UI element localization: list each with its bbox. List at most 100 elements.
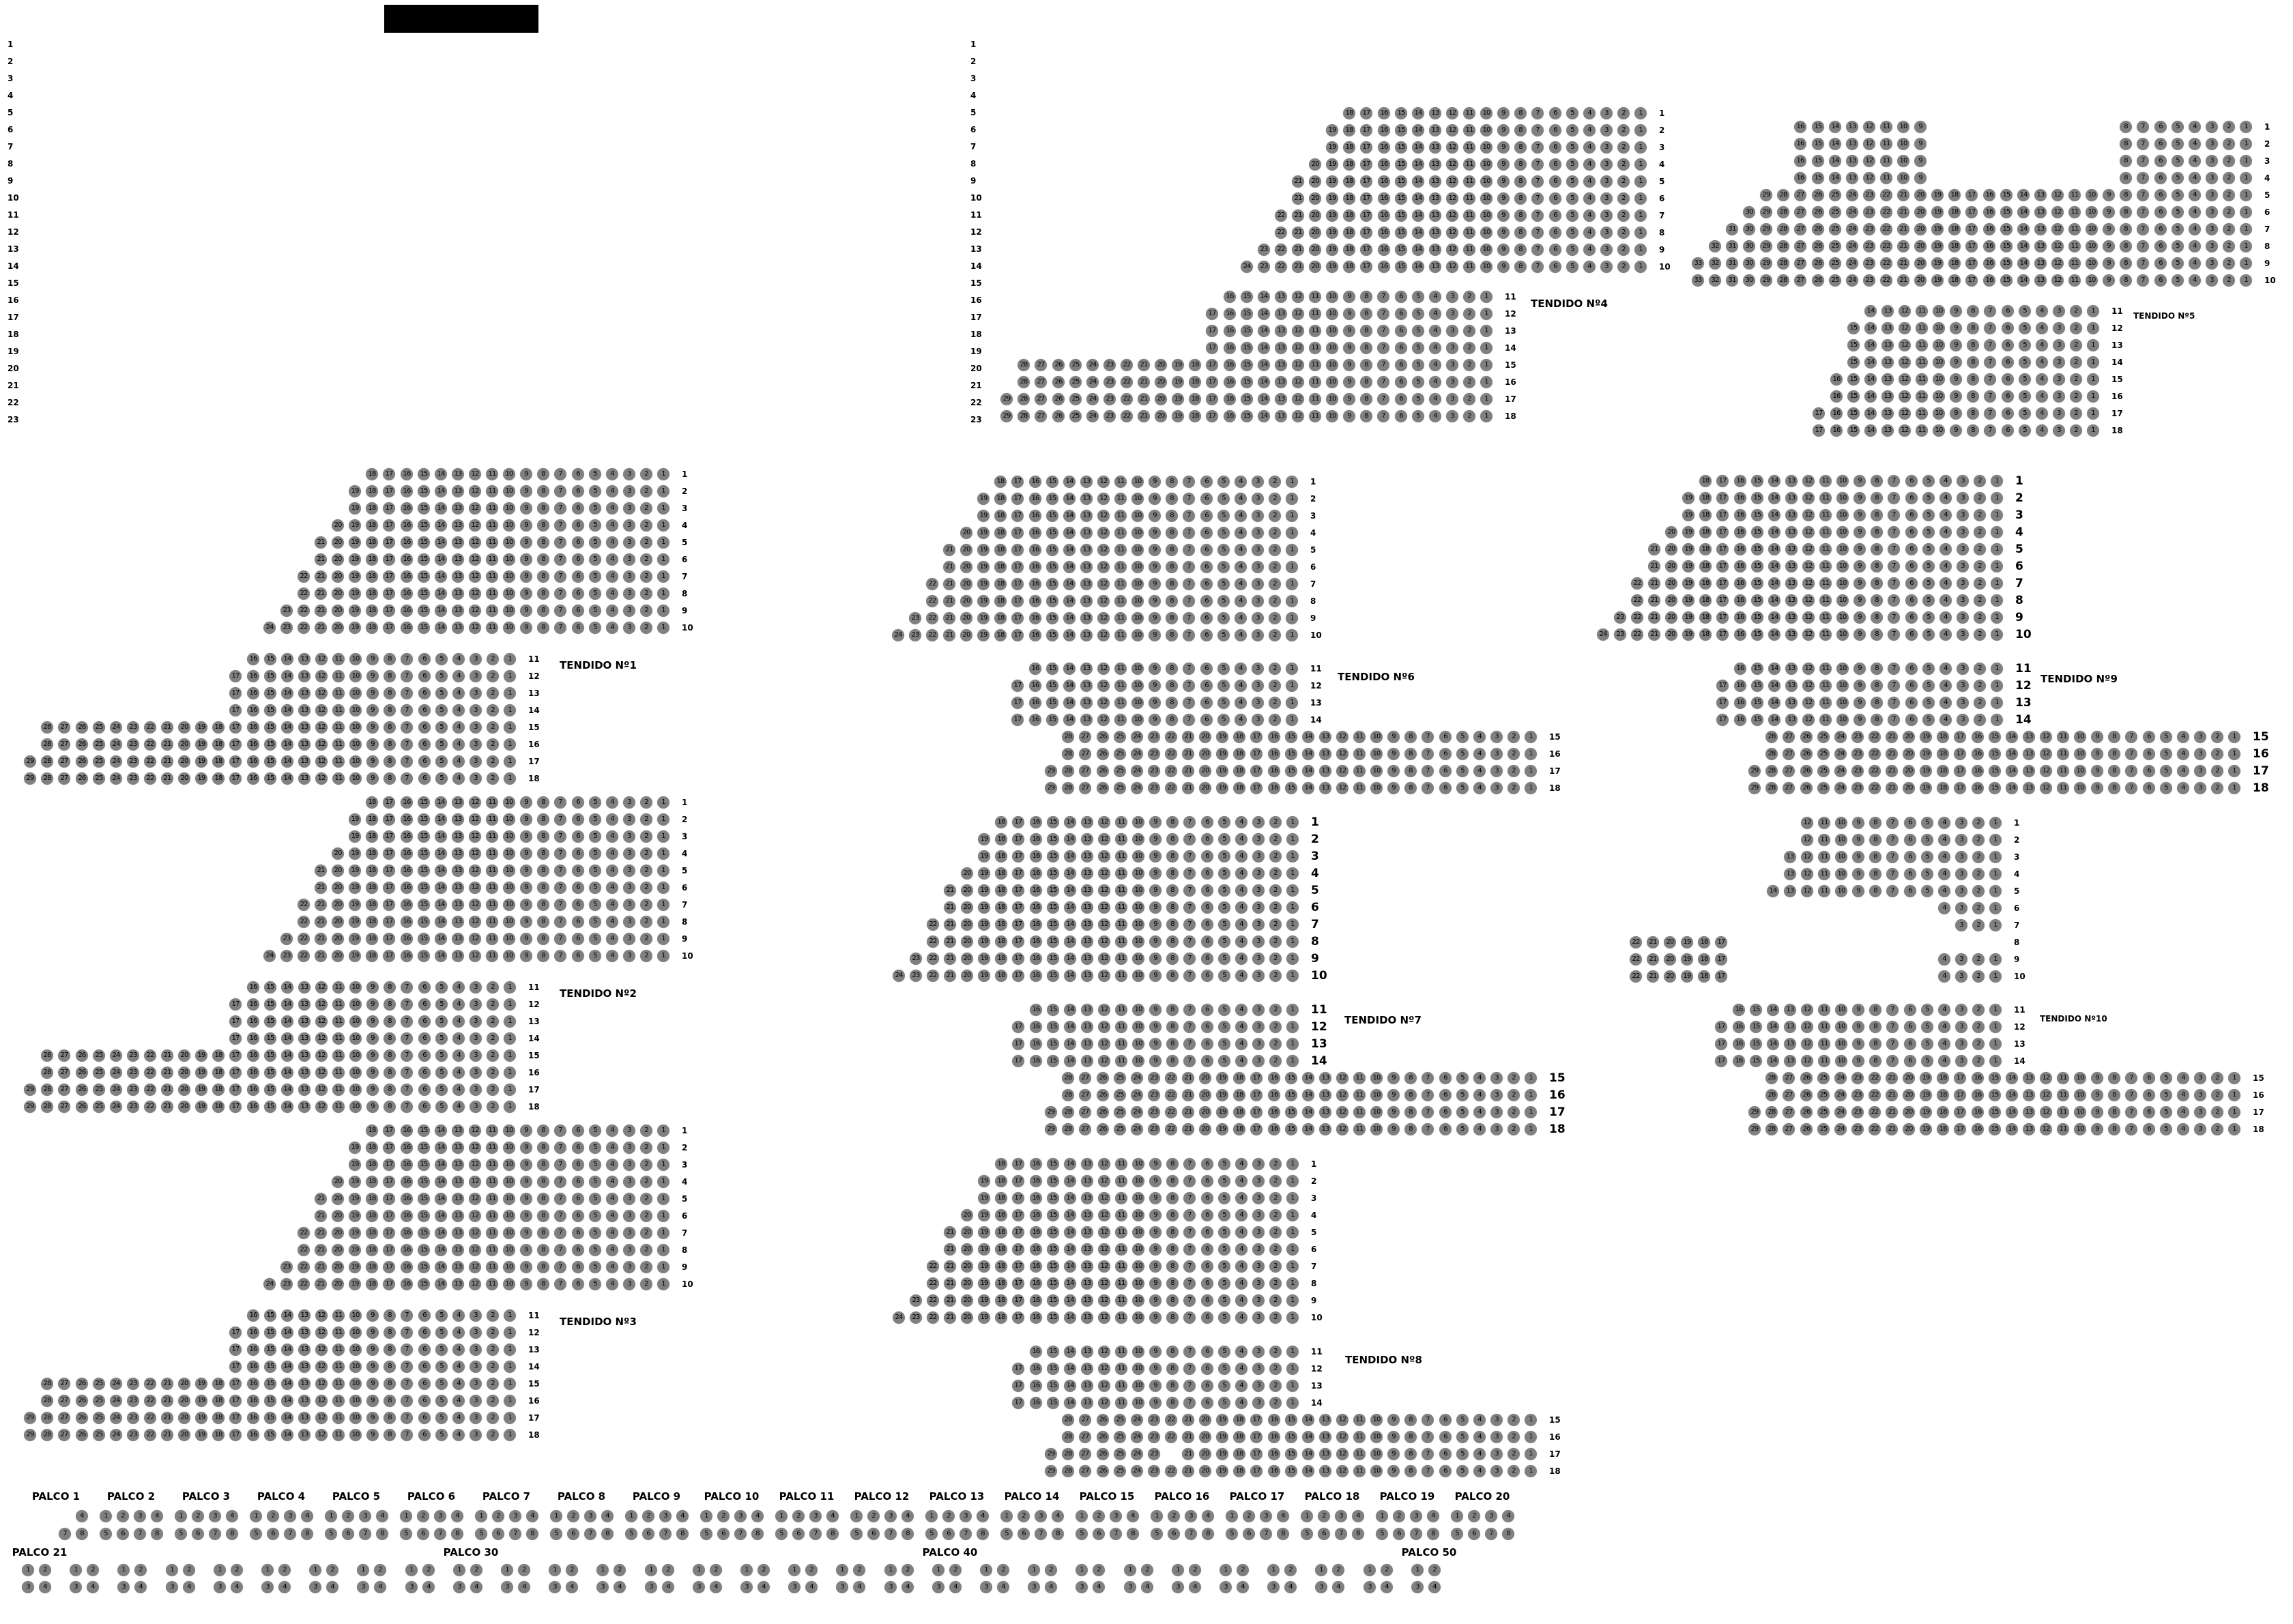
seat[interactable]: 1 <box>657 1210 669 1222</box>
seat[interactable]: 23 <box>1104 376 1116 388</box>
seat[interactable]: 12 <box>315 998 328 1011</box>
seat[interactable]: 4 <box>2189 172 2201 184</box>
palco-seat[interactable]: 3 <box>836 1581 848 1593</box>
palco-seat[interactable]: 4 <box>376 1510 388 1522</box>
seat[interactable]: 10 <box>1131 544 1144 556</box>
seat[interactable]: 4 <box>1938 868 1950 880</box>
seat[interactable]: 8 <box>1871 714 1883 726</box>
seat[interactable]: 13 <box>2034 257 2047 270</box>
seat[interactable]: 12 <box>315 704 328 716</box>
seat[interactable]: 15 <box>1285 748 1297 760</box>
seat[interactable]: 8 <box>1871 594 1883 607</box>
seat[interactable]: 23 <box>1851 1072 1864 1084</box>
seat[interactable]: 17 <box>229 1101 242 1113</box>
seat[interactable]: 19 <box>977 561 990 573</box>
seat[interactable]: 3 <box>623 916 635 928</box>
seat[interactable]: 6 <box>1905 526 1918 538</box>
seat[interactable]: 12 <box>1336 1072 1349 1084</box>
seat[interactable]: 6 <box>572 605 584 617</box>
seat[interactable]: 13 <box>1429 209 1441 222</box>
seat[interactable]: 21 <box>1138 393 1150 405</box>
seat[interactable]: 17 <box>383 899 395 911</box>
seat[interactable]: 2 <box>1972 868 1985 880</box>
seat[interactable]: 12 <box>469 1244 481 1256</box>
seat[interactable]: 4 <box>452 1429 465 1441</box>
seat[interactable]: 16 <box>401 553 413 566</box>
seat[interactable]: 2 <box>1269 629 1281 641</box>
seat[interactable]: 16 <box>1972 765 1984 777</box>
seat[interactable]: 6 <box>1200 697 1213 709</box>
seat[interactable]: 13 <box>452 1261 464 1273</box>
seat[interactable]: 17 <box>1716 611 1729 624</box>
seat[interactable]: 15 <box>264 772 276 785</box>
seat[interactable]: 8 <box>1514 175 1527 188</box>
seat[interactable]: 22 <box>298 933 310 945</box>
palco-seat[interactable]: 4 <box>676 1510 689 1522</box>
seat[interactable]: 6 <box>1439 1414 1452 1426</box>
seat[interactable]: 14 <box>1063 714 1076 726</box>
seat[interactable]: 7 <box>401 1412 413 1424</box>
seat[interactable]: 1 <box>504 772 516 785</box>
seat[interactable]: 11 <box>1115 1192 1127 1204</box>
seat[interactable]: 9 <box>520 622 532 634</box>
palco-seat[interactable]: 8 <box>451 1528 463 1540</box>
seat[interactable]: 1 <box>2087 339 2099 351</box>
seat[interactable]: 12 <box>2051 274 2064 287</box>
seat[interactable]: 18 <box>1698 953 1710 966</box>
seat[interactable]: 2 <box>2223 172 2235 184</box>
palco-seat[interactable]: 1 <box>325 1510 337 1522</box>
seat[interactable]: 9 <box>1343 410 1355 422</box>
seat[interactable]: 17 <box>1716 594 1729 607</box>
seat[interactable]: 12 <box>1802 509 1815 521</box>
seat[interactable]: 5 <box>435 721 448 734</box>
seat[interactable]: 3 <box>2053 322 2065 334</box>
seat[interactable]: 6 <box>572 553 584 566</box>
seat[interactable]: 2 <box>2070 390 2082 403</box>
seat[interactable]: 10 <box>1480 175 1492 188</box>
seat[interactable]: 5 <box>1922 526 1935 538</box>
seat[interactable]: 2 <box>640 588 652 600</box>
seat[interactable]: 4 <box>606 1176 618 1188</box>
seat[interactable]: 16 <box>401 468 413 480</box>
seat[interactable]: 3 <box>1252 476 1264 488</box>
seat[interactable]: 4 <box>1235 1294 1248 1307</box>
seat[interactable]: 20 <box>1903 1123 1915 1135</box>
seat[interactable]: 20 <box>960 578 972 590</box>
seat[interactable]: 20 <box>1199 1414 1211 1426</box>
seat[interactable]: 7 <box>1422 1448 1434 1460</box>
seat[interactable]: 22 <box>1869 1072 1881 1084</box>
palco-seat[interactable]: 4 <box>1284 1581 1297 1593</box>
seat[interactable]: 1 <box>1991 509 2003 521</box>
seat[interactable]: 3 <box>623 605 635 617</box>
seat[interactable]: 13 <box>1785 697 1798 709</box>
seat[interactable]: 5 <box>1456 765 1469 777</box>
seat[interactable]: 3 <box>470 670 482 682</box>
seat[interactable]: 17 <box>1250 1431 1263 1443</box>
seat[interactable]: 20 <box>1309 192 1321 205</box>
seat[interactable]: 17 <box>1012 816 1024 828</box>
seat[interactable]: 16 <box>401 1278 413 1290</box>
seat[interactable]: 19 <box>349 570 361 583</box>
seat[interactable]: 11 <box>486 899 498 911</box>
seat[interactable]: 24 <box>1131 1123 1143 1135</box>
seat[interactable]: 15 <box>1047 1243 1059 1256</box>
seat[interactable]: 21 <box>1648 560 1660 572</box>
seat[interactable]: 7 <box>554 1210 566 1222</box>
seat[interactable]: 6 <box>572 813 584 826</box>
seat[interactable]: 7 <box>401 1309 413 1322</box>
seat[interactable]: 15 <box>1047 1277 1059 1290</box>
seat[interactable]: 5 <box>1456 1072 1469 1084</box>
seat[interactable]: 16 <box>1224 376 1236 388</box>
seat[interactable]: 5 <box>435 981 448 994</box>
seat[interactable]: 9 <box>1149 936 1162 948</box>
seat[interactable]: 17 <box>1011 493 1024 505</box>
seat[interactable]: 6 <box>1904 1004 1916 1016</box>
seat[interactable]: 15 <box>1047 1192 1059 1204</box>
seat[interactable]: 8 <box>2108 1072 2120 1084</box>
seat[interactable]: 21 <box>1647 970 1659 983</box>
seat[interactable]: 1 <box>1989 902 2002 914</box>
seat[interactable]: 1 <box>657 553 669 566</box>
seat[interactable]: 7 <box>1183 1004 1196 1016</box>
seat[interactable]: 20 <box>178 1412 190 1424</box>
seat[interactable]: 13 <box>1081 1294 1093 1307</box>
